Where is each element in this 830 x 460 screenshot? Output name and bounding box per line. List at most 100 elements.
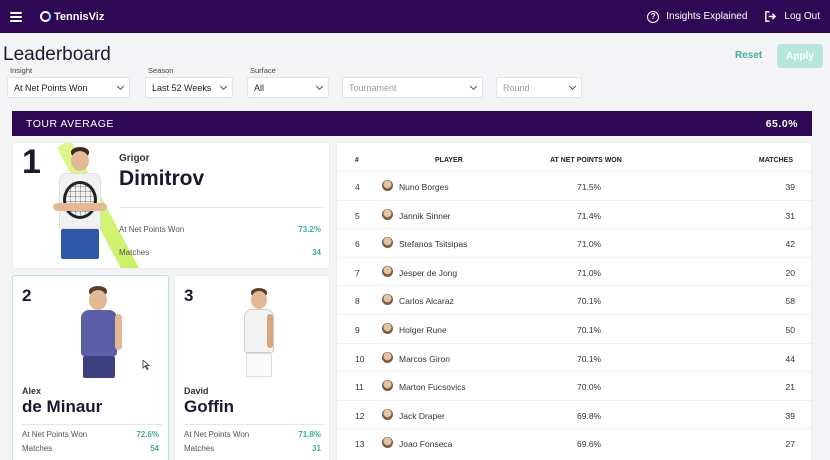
table-row[interactable]: 8 Carlos Alcaraz 70.1% 58 [337,285,811,314]
insight-select[interactable]: At Net Points Won [7,77,130,98]
stat-value: 73.2% [298,225,321,234]
chevron-down-icon [568,82,577,90]
player-avatar-icon [382,437,393,449]
player-avatar-icon [382,294,393,306]
player-photo [43,143,142,268]
tournament-select[interactable]: Tournament [342,77,483,98]
stat-value: 72.6% [136,430,159,439]
table-row[interactable]: 4 Nuno Borges 71.5% 39 [337,171,811,200]
row-stat-value: 70.1% [577,353,602,364]
logout-link[interactable]: Log Out [747,10,820,23]
row-matches: 50 [785,325,795,335]
row-stat-value: 71.4% [577,210,602,221]
row-matches: 21 [785,382,795,393]
player-avatar-icon [382,237,393,249]
row-player-name: Jannik Sinner [399,210,451,221]
table-row[interactable]: 10 Marcos Giron 70.1% 44 [337,342,811,372]
player-avatar-icon [382,180,393,191]
matches-row: Matches 54 [22,444,159,453]
player-first-name: Grigor [119,153,150,164]
column-header-matches[interactable]: MATCHES [758,157,793,164]
row-matches: 58 [785,296,795,307]
matches-value: 54 [150,444,159,453]
player-last-name: Dimitrov [119,167,205,190]
player-card-rank-1[interactable]: 1 Grigor Dimitrov At Net Points Won 73.2… [12,142,330,269]
row-player-name: Nuno Borges [399,182,449,192]
insights-explained-link[interactable]: ? Insights Explained [647,10,748,23]
chevron-down-icon [315,82,324,90]
app-name: TennisViz [54,10,105,23]
insight-filter-label: Insight [10,66,33,75]
row-player-name: Jesper de Jong [399,267,458,278]
matches-value: 31 [312,444,321,453]
row-stat-value: 71.5% [577,182,602,192]
row-player-name: Stefanos Tsitsipas [399,239,468,250]
player-rank: 3 [184,286,194,305]
tennisviz-logo-icon [40,11,51,22]
season-select-value: Last 52 Weeks [152,82,212,93]
logout-label: Log Out [784,11,820,22]
player-avatar-icon [382,208,393,220]
mouse-cursor-icon [142,360,150,370]
column-header-player[interactable]: PLAYER [435,157,463,164]
row-player-name: Marton Fucsovics [399,382,466,393]
column-header-stat[interactable]: AT NET POINTS WON [550,157,622,164]
round-filter: Round [496,66,582,98]
matches-label: Matches [184,444,215,453]
player-avatar-icon [382,380,393,392]
row-player-name: Jack Draper [399,410,445,421]
matches-label: Matches [119,248,150,257]
row-player-name: Holger Rune [399,325,447,335]
tour-average-bar: TOUR AVERAGE 65.0% [12,111,812,136]
row-rank: 4 [355,182,360,192]
tour-average-label: TOUR AVERAGE [26,117,114,130]
player-avatar-icon [382,265,393,277]
row-rank: 6 [355,239,360,250]
round-select[interactable]: Round [496,77,582,98]
insights-explained-label: Insights Explained [666,11,748,22]
row-matches: 31 [785,210,795,221]
column-header-rank[interactable]: # [355,157,359,164]
table-row[interactable]: 9 Holger Rune 70.1% 50 [337,314,811,343]
player-avatar-icon [382,408,393,420]
table-row[interactable]: 6 Stefanos Tsitsipas 71.0% 42 [337,228,811,257]
surface-select-value: All [254,82,265,93]
table-row[interactable]: 11 Marton Fucsovics 70.0% 21 [337,371,811,400]
player-card-rank-3[interactable]: 3 David Goffin At Net Points Won 71.8% M… [174,275,330,460]
insight-filter: Insight At Net Points Won [7,66,130,98]
player-photo [75,284,135,380]
row-stat-value: 69.8% [577,410,602,421]
table-row[interactable]: 12 Jack Draper 69.8% 39 [337,399,811,429]
app-logo[interactable]: TennisViz [40,11,104,23]
row-rank: 7 [355,267,360,278]
table-row[interactable]: 13 Joao Fonseca 69.6% 27 [337,428,811,457]
player-rank: 1 [22,143,41,181]
row-matches: 44 [785,353,795,364]
table-row[interactable]: 7 Jesper de Jong 71.0% 20 [337,256,811,286]
stat-label: At Net Points Won [22,430,88,439]
stat-label: At Net Points Won [184,430,250,439]
chevron-down-icon [469,82,478,90]
round-select-placeholder: Round [503,82,530,93]
stat-row: At Net Points Won 72.6% [22,430,159,439]
reset-button[interactable]: Reset [735,50,763,61]
row-player-name: Carlos Alcaraz [399,296,454,307]
table-row[interactable]: 5 Jannik Sinner 71.4% 31 [337,199,811,229]
row-rank: 5 [355,210,360,221]
logout-icon [765,11,777,22]
season-select[interactable]: Last 52 Weeks [145,77,233,98]
row-stat-value: 70.0% [577,382,602,393]
matches-row: Matches 34 [119,248,321,257]
row-stat-value: 70.1% [577,296,602,307]
surface-select[interactable]: All [247,77,329,98]
menu-icon[interactable] [10,11,22,22]
row-matches: 39 [785,410,795,421]
row-matches: 39 [785,182,795,192]
page-title: Leaderboard [3,44,111,65]
row-stat-value: 71.0% [577,267,602,278]
stat-label: At Net Points Won [119,225,185,234]
stat-row: At Net Points Won 73.2% [119,225,321,234]
apply-button[interactable]: Apply [777,44,823,68]
chevron-down-icon [219,82,228,90]
card-divider [184,424,324,425]
